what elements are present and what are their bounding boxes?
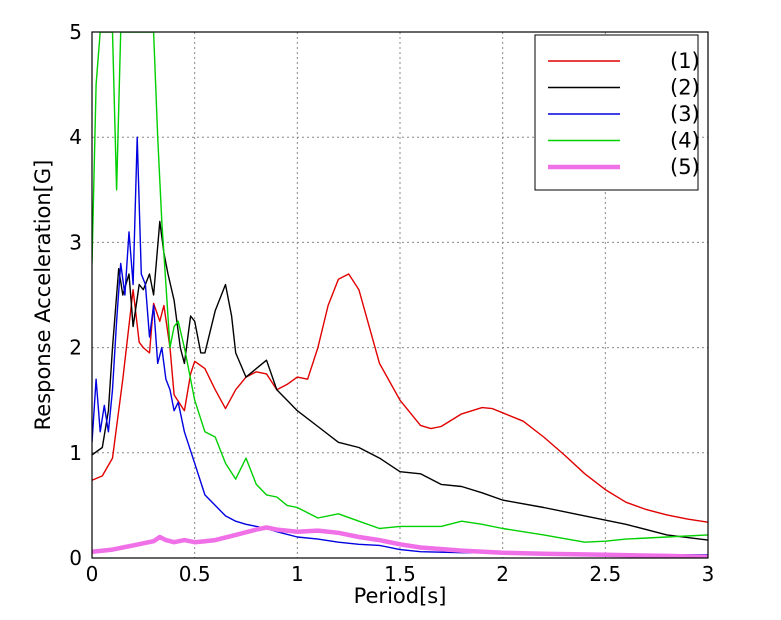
y-axis-label: Response Acceleration[G] — [31, 160, 55, 431]
series-line-2 — [92, 220, 708, 541]
x-tick-label: 1 — [291, 562, 304, 586]
legend: (1) (2)(3) (4)(5) — [534, 34, 700, 191]
series-layer — [92, 32, 708, 558]
x-tick-label: 2.5 — [589, 562, 621, 586]
x-tick-label: 0 — [86, 562, 99, 586]
y-tick-label: 4 — [69, 125, 82, 149]
x-tick-label: 0.5 — [179, 562, 211, 586]
series-line-1 — [92, 273, 708, 523]
y-tick-label: 1 — [69, 441, 82, 465]
x-tick-label: 3 — [702, 562, 715, 586]
legend-label-2: (2) — [670, 76, 700, 100]
legend-label-5: (5) — [670, 155, 700, 179]
series-line-4 — [92, 32, 708, 543]
legend-label-3: (3) — [670, 102, 700, 126]
series-line-3 — [92, 136, 708, 556]
y-tick-label: 2 — [69, 336, 82, 360]
y-tick-label: 5 — [69, 20, 82, 44]
x-tick-label: 2 — [496, 562, 509, 586]
legend-label-4: (4) — [670, 129, 700, 153]
series-line-5 — [92, 525, 708, 558]
tick-labels: 0 0.5 1 1.5 2 2.5 3 0 1 2 3 4 5 — [69, 20, 714, 586]
plot-frame — [91, 31, 709, 559]
legend-label-1: (1) — [670, 49, 700, 73]
x-tick-label: 1.5 — [384, 562, 416, 586]
y-tick-label: 3 — [69, 230, 82, 254]
y-tick-label: 0 — [69, 546, 82, 570]
x-axis-label: Period[s] — [354, 584, 447, 608]
